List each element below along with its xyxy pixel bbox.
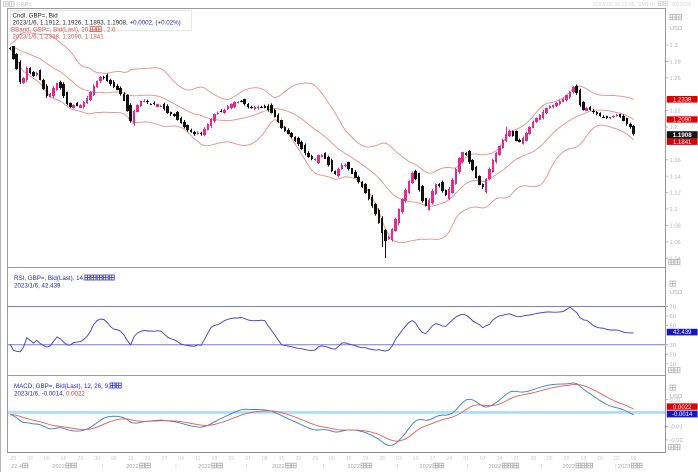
svg-text:2023/2/6: 2023/2/6 <box>671 2 691 8</box>
svg-text:26: 26 <box>379 456 385 462</box>
svg-text:2023/2/6 16:22:05, GMT+8: 2023/2/6 16:22:05, GMT+8 <box>593 2 655 8</box>
svg-text:20: 20 <box>145 456 151 462</box>
svg-text:06: 06 <box>111 456 117 462</box>
svg-text:2022: 2022 <box>198 464 210 470</box>
svg-text:2022: 2022 <box>126 464 138 470</box>
svg-text:MACD, GBP=, Bid(Last), 12, 26,: MACD, GBP=, Bid(Last), 12, 26, 9, <box>14 383 110 390</box>
svg-text:2023/1/6, 1.2338, 1.2090, 1.18: 2023/1/6, 1.2338, 1.2090, 1.1841 <box>13 33 105 40</box>
svg-text:26: 26 <box>597 456 603 462</box>
svg-text:60: 60 <box>670 314 676 320</box>
svg-text:27: 27 <box>161 456 167 462</box>
svg-text:2022: 2022 <box>563 464 575 470</box>
svg-text:18: 18 <box>212 456 218 462</box>
svg-text:07: 07 <box>480 456 486 462</box>
svg-text:1.2338: 1.2338 <box>673 98 692 104</box>
svg-text:14: 14 <box>497 456 503 462</box>
svg-text:1.08: 1.08 <box>670 224 681 230</box>
svg-text:1.2: 1.2 <box>670 125 678 131</box>
svg-text:1.12: 1.12 <box>670 191 681 197</box>
svg-text:, 2.0: , 2.0 <box>103 26 116 33</box>
svg-text:-0.02: -0.02 <box>670 438 683 444</box>
svg-text:25: 25 <box>11 456 17 462</box>
svg-text:RSI, GBP=, Bid(Last), 14,: RSI, GBP=, Bid(Last), 14, <box>14 275 85 282</box>
svg-text:|: | <box>541 464 542 470</box>
svg-text:12: 12 <box>564 456 570 462</box>
svg-text:1.1: 1.1 <box>670 207 678 213</box>
svg-text:29: 29 <box>312 456 318 462</box>
svg-text:28: 28 <box>530 456 536 462</box>
svg-text:04: 04 <box>178 456 184 462</box>
svg-text:03: 03 <box>396 456 402 462</box>
svg-text:05: 05 <box>547 456 553 462</box>
svg-text:21: 21 <box>513 456 519 462</box>
svg-text:1.1841: 1.1841 <box>673 140 692 146</box>
svg-text:2022: 2022 <box>52 464 64 470</box>
svg-text:15: 15 <box>279 456 285 462</box>
svg-text:1.3: 1.3 <box>670 43 678 49</box>
svg-text:31: 31 <box>463 456 469 462</box>
svg-text:2022: 2022 <box>489 464 501 470</box>
svg-text:|: | <box>101 464 102 470</box>
svg-text:70: 70 <box>670 305 676 311</box>
svg-text:50: 50 <box>670 324 676 330</box>
svg-text:20: 20 <box>670 352 676 358</box>
svg-text:19: 19 <box>363 456 369 462</box>
svg-text:02: 02 <box>614 456 620 462</box>
svg-text:30: 30 <box>94 456 100 462</box>
svg-text:02: 02 <box>27 456 33 462</box>
svg-text:2023/1/6, -0.0014, 0.0022: 2023/1/6, -0.0014, 0.0022 <box>14 391 85 398</box>
svg-text:11: 11 <box>195 456 200 462</box>
svg-text:Cndl, GBP=, Bid: Cndl, GBP=, Bid <box>13 12 59 19</box>
svg-text:08: 08 <box>262 456 268 462</box>
svg-text:2022: 2022 <box>420 464 432 470</box>
svg-text:USD: USD <box>670 290 682 296</box>
svg-text:1.2090: 1.2090 <box>673 118 692 124</box>
svg-text:BBand, GBP=, Bid(Last), 20,: BBand, GBP=, Bid(Last), 20, <box>11 26 90 33</box>
svg-text:2023: 2023 <box>618 464 630 470</box>
svg-text:-0.0014: -0.0014 <box>672 412 693 418</box>
svg-text:-0.01: -0.01 <box>670 425 683 431</box>
svg-text:09: 09 <box>631 456 637 462</box>
svg-text:2022: 2022 <box>348 464 360 470</box>
svg-text:01: 01 <box>245 456 251 462</box>
svg-text:19: 19 <box>581 456 587 462</box>
svg-text:22: 22 <box>296 456 302 462</box>
svg-text:05: 05 <box>329 456 335 462</box>
svg-text:1.28: 1.28 <box>670 60 681 66</box>
svg-text:2022: 2022 <box>272 464 284 470</box>
svg-text:42.439: 42.439 <box>673 330 692 336</box>
svg-text:1.1908: 1.1908 <box>673 132 692 139</box>
svg-text:22 4: 22 4 <box>11 464 22 470</box>
svg-text:10: 10 <box>413 456 419 462</box>
svg-text:12: 12 <box>346 456 352 462</box>
svg-text:1.16: 1.16 <box>670 158 681 164</box>
svg-text:|: | <box>467 464 468 470</box>
svg-text:USD: USD <box>670 26 682 32</box>
svg-text:GBP=: GBP= <box>16 2 32 8</box>
svg-text:24: 24 <box>446 456 452 462</box>
svg-text:|: | <box>614 464 615 470</box>
svg-text:2023/1/6, 1.1912, 1.1926, 1.18: 2023/1/6, 1.1912, 1.1926, 1.1893, 1.1908… <box>13 19 181 26</box>
svg-text:30: 30 <box>670 343 676 349</box>
svg-text:13: 13 <box>128 456 134 462</box>
svg-text:1.26: 1.26 <box>670 76 681 82</box>
svg-text:25: 25 <box>228 456 234 462</box>
svg-text:|: | <box>246 464 247 470</box>
svg-text:|: | <box>175 464 176 470</box>
svg-text:10: 10 <box>670 362 676 368</box>
svg-text:USD: USD <box>670 394 682 400</box>
svg-text:1.06: 1.06 <box>670 240 681 246</box>
svg-text:2023/1/6, 42.439: 2023/1/6, 42.439 <box>14 283 61 290</box>
svg-text:1.22: 1.22 <box>670 109 681 115</box>
svg-text:09: 09 <box>44 456 50 462</box>
svg-text:17: 17 <box>430 456 436 462</box>
svg-text:|: | <box>397 464 398 470</box>
svg-text:23: 23 <box>78 456 84 462</box>
svg-text:1.14: 1.14 <box>670 174 682 180</box>
svg-text:|: | <box>28 464 29 470</box>
svg-text:0.01: 0.01 <box>670 398 681 404</box>
svg-text:0.0022: 0.0022 <box>673 405 692 411</box>
svg-text:|: | <box>323 464 324 470</box>
svg-text:16: 16 <box>61 456 67 462</box>
